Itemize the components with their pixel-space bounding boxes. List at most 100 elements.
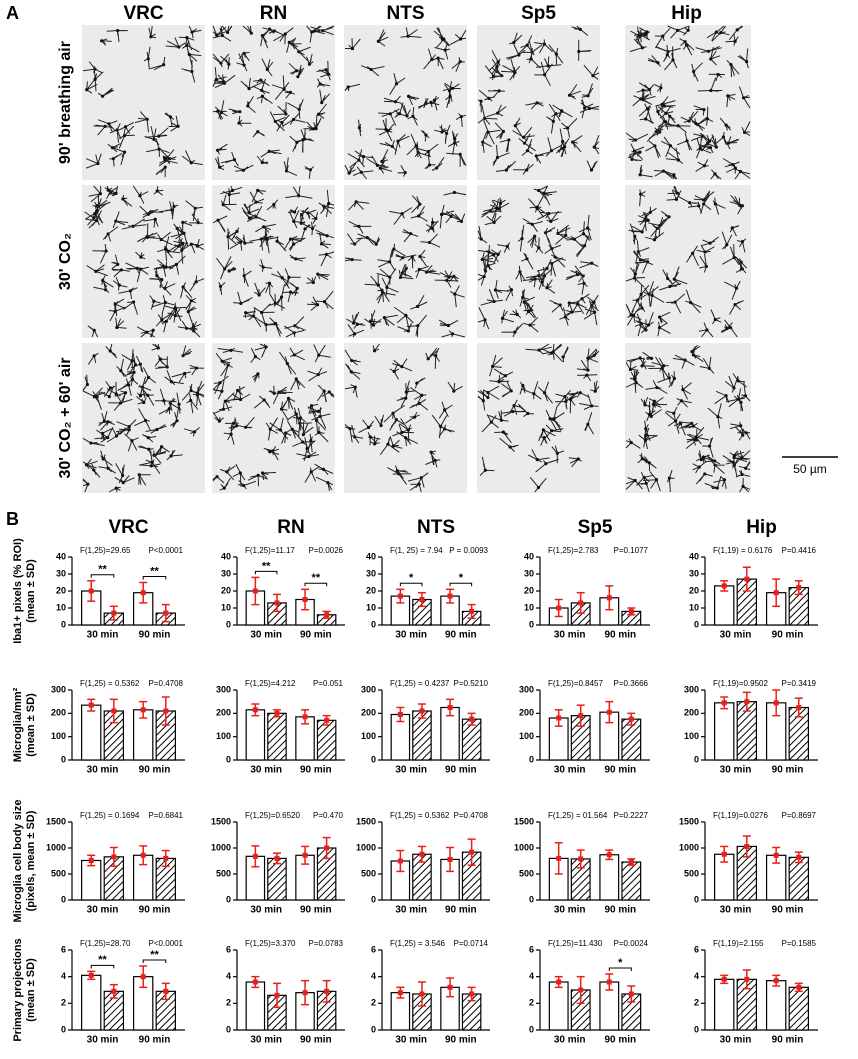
microglia-body	[550, 429, 554, 433]
microglia	[307, 367, 328, 382]
microglia-body	[247, 211, 251, 215]
microglia-body	[232, 158, 237, 162]
microglia	[555, 389, 572, 410]
microglia-body	[380, 159, 384, 164]
microglia	[699, 253, 707, 273]
microglia	[344, 424, 356, 443]
microglia-body	[288, 237, 293, 241]
error-bar	[446, 977, 455, 998]
microglia-body	[544, 462, 548, 466]
microglia-body	[378, 166, 382, 170]
micrograph-cells	[82, 343, 205, 493]
microglia	[680, 110, 699, 123]
microglia	[546, 279, 556, 294]
microglia	[346, 233, 363, 245]
error-bar	[272, 593, 281, 613]
microglia	[368, 236, 381, 245]
microglia	[431, 157, 445, 172]
mean-marker	[469, 849, 475, 855]
microglia	[685, 422, 702, 432]
y-tick-label: 20	[689, 585, 699, 595]
microglia-body	[483, 318, 487, 322]
microglia-body	[147, 447, 151, 451]
microglia	[517, 35, 535, 56]
microglia-body	[487, 250, 491, 254]
microglia-body	[687, 119, 691, 123]
microglia-body	[589, 168, 594, 172]
stat-annotation: F(1,25)=0.8457	[548, 679, 603, 688]
microglia-body	[163, 286, 167, 291]
microglia	[657, 372, 671, 384]
microglia	[247, 96, 256, 113]
microglia-body	[572, 237, 577, 241]
microglia	[306, 120, 321, 131]
microglia-body	[272, 391, 276, 395]
microglia	[313, 344, 331, 363]
microglia	[318, 60, 331, 81]
y-tick-label: 500	[216, 868, 231, 878]
microglia-body	[315, 303, 320, 307]
y-tick-label: 40	[56, 551, 66, 561]
microglia-body	[187, 52, 191, 57]
microglia-body	[216, 109, 220, 113]
microglia	[691, 116, 708, 132]
microglia	[364, 313, 382, 326]
microglia-body	[479, 237, 483, 241]
microglia	[172, 238, 188, 253]
microglia-body	[403, 171, 407, 175]
microglia-body	[534, 154, 538, 158]
stat-annotation: F(1,25)=28.70	[80, 939, 131, 948]
microglia	[164, 370, 184, 386]
microglia-body	[261, 265, 265, 269]
microglia	[640, 396, 651, 408]
microglia-body	[644, 427, 648, 431]
microglia	[122, 301, 138, 315]
microglia-body	[481, 140, 485, 144]
microglia	[722, 244, 740, 265]
microglia	[730, 194, 742, 210]
microglia	[84, 210, 100, 226]
microglia-body	[683, 40, 687, 44]
microglia-body	[676, 158, 681, 162]
microglia-body	[435, 166, 439, 170]
error-bar	[627, 985, 636, 1003]
y-axis-label: (mean ± SD)	[25, 693, 37, 757]
microglia-body	[227, 269, 231, 273]
microglia	[710, 309, 722, 325]
microglia	[477, 226, 488, 244]
microglia	[87, 325, 99, 338]
microglia-body	[400, 430, 404, 435]
microglia-body	[189, 161, 193, 165]
y-tick-label: 300	[216, 684, 231, 694]
error-bar	[322, 610, 331, 619]
significance-bracket	[608, 967, 632, 971]
microglia	[315, 229, 335, 239]
microglia	[171, 371, 192, 383]
x-tick-label: 90 min	[604, 1035, 636, 1046]
microglia-body	[512, 41, 516, 45]
microglia-body	[554, 52, 558, 56]
microglia-body	[542, 391, 547, 395]
microglia-body	[459, 114, 463, 119]
microglia	[253, 303, 275, 325]
stat-annotation: F(1,19)=2.155	[713, 939, 764, 948]
microglia	[541, 343, 563, 356]
microglia-body	[86, 482, 90, 486]
microglia-body	[151, 328, 155, 332]
microglia-body	[726, 141, 731, 145]
microglia	[112, 211, 129, 228]
microglia-body	[674, 419, 678, 423]
microglia-body	[416, 324, 420, 328]
y-tick-label: 300	[519, 684, 534, 694]
microglia-body	[160, 278, 164, 282]
microglia	[352, 166, 374, 180]
mean-marker	[252, 707, 258, 713]
x-tick-label: 90 min	[139, 1035, 171, 1046]
y-tick-label: 500	[519, 868, 534, 878]
microglia-body	[550, 261, 554, 266]
microglia-body	[223, 267, 227, 271]
microglia-body	[242, 274, 246, 278]
microglia-body	[675, 191, 680, 195]
microglia	[734, 168, 751, 180]
microglia	[409, 483, 422, 493]
